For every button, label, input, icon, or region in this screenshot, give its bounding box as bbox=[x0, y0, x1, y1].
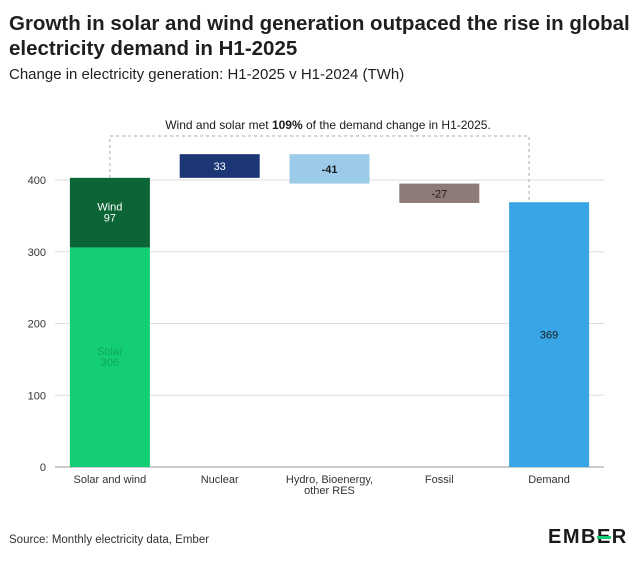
annotation-text: Wind and solar met 109% of the demand ch… bbox=[165, 118, 491, 132]
data-label: -41 bbox=[322, 164, 338, 176]
chart-subtitle: Change in electricity generation: H1-202… bbox=[9, 66, 405, 83]
bar bbox=[509, 202, 590, 467]
data-label: 369 bbox=[540, 330, 558, 342]
annotation: Wind and solar met 109% of the demand ch… bbox=[109, 118, 530, 203]
bar bbox=[179, 154, 260, 178]
annotation-highlight: 109% bbox=[272, 118, 303, 132]
y-axis: 0 100 200 300 400 bbox=[28, 175, 46, 474]
y-tick-label: 100 bbox=[28, 390, 46, 402]
bars: Solar 306 Wind 97 33 -41 -27 369 bbox=[69, 154, 590, 467]
source-note: Source: Monthly electricity data, Ember bbox=[9, 534, 210, 546]
bar bbox=[289, 154, 370, 184]
x-tick-label: Nuclear bbox=[201, 474, 239, 486]
y-tick-label: 400 bbox=[28, 175, 46, 187]
data-label: Wind 97 bbox=[97, 202, 122, 225]
x-tick-label: Solar and wind bbox=[74, 474, 147, 486]
annotation-suffix: of the demand change in H1-2025. bbox=[303, 118, 491, 132]
annotation-prefix: Wind and solar met bbox=[165, 118, 272, 132]
x-axis: Solar and wind Nuclear Hydro, Bioenergy, ot… bbox=[74, 474, 570, 497]
data-label: Solar 306 bbox=[97, 346, 123, 369]
chart-title: Growth in solar and wind generation outp… bbox=[9, 12, 630, 60]
y-tick-label: 0 bbox=[40, 462, 46, 474]
x-tick-label: Hydro, Bioenergy, other RES bbox=[286, 474, 373, 497]
bar-segment-wind bbox=[69, 177, 150, 248]
bar-segment-solar bbox=[69, 247, 150, 467]
y-tick-label: 200 bbox=[28, 319, 46, 331]
x-tick-label: Fossil bbox=[425, 474, 454, 486]
x-tick-label: Demand bbox=[528, 474, 570, 486]
annotation-bracket bbox=[109, 135, 530, 203]
ember-logo: EMBER bbox=[548, 526, 628, 548]
data-label: 33 bbox=[214, 161, 226, 173]
data-label: -27 bbox=[431, 188, 447, 200]
bar bbox=[399, 183, 480, 203]
y-tick-label: 300 bbox=[28, 247, 46, 259]
